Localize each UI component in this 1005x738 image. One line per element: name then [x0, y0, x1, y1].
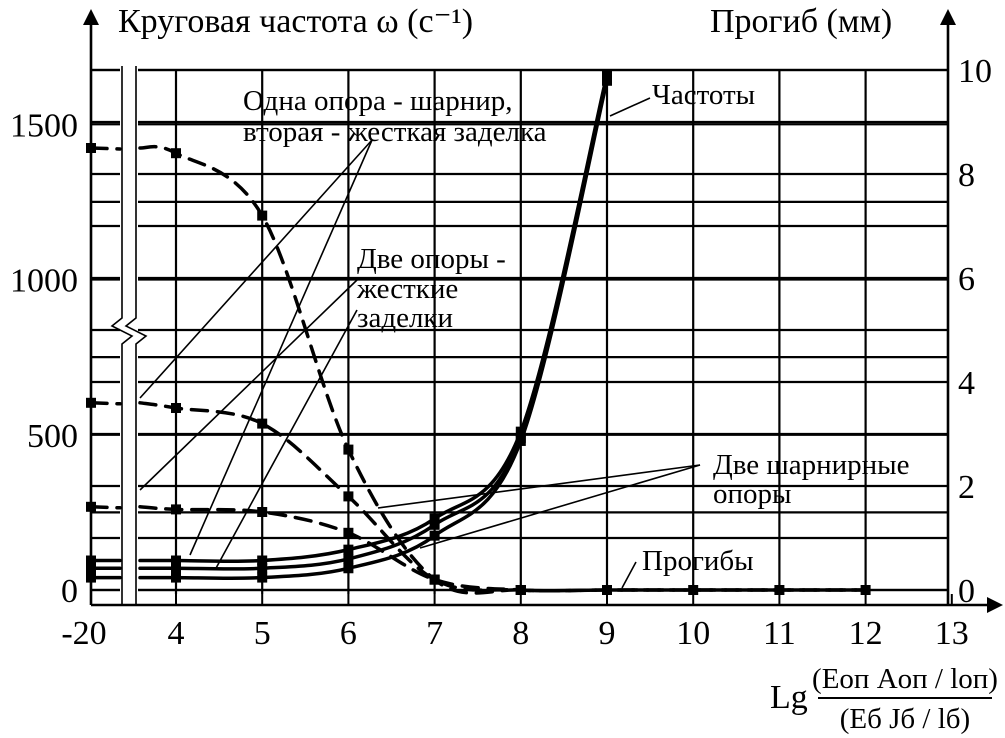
leader-hinged-freq	[419, 464, 701, 549]
leader-fixed-fixed-freq	[214, 309, 358, 571]
annotation-frequencies: Частоты	[652, 79, 755, 111]
data-point-marker	[429, 530, 440, 541]
data-point-marker	[171, 555, 181, 566]
axes	[83, 9, 1003, 613]
leader-frequencies	[609, 97, 651, 117]
data-point-marker	[860, 585, 871, 595]
x-axis-label-prefix: Lg	[770, 679, 808, 716]
x-axis-label-numerator: (Eоп Aоп / lоп)	[812, 663, 998, 695]
annotation-fixed-fixed-line1: Две опоры -	[357, 243, 506, 275]
y-left-tick-label: 0	[61, 573, 78, 610]
data-point-marker	[343, 444, 354, 455]
x-tick-label: 11	[763, 615, 796, 652]
x-tick-label: 13	[935, 615, 969, 652]
grid	[91, 68, 948, 594]
data-point-marker	[429, 574, 440, 585]
leader-hinge-fixed-freq	[189, 139, 373, 556]
axis-break-line-left	[110, 66, 134, 606]
y-right-tick-label: 8	[958, 157, 975, 194]
data-point-marker	[171, 403, 181, 413]
y-right-axis-label: Прогиб (мм)	[710, 3, 892, 40]
y-right-tick-label: 4	[958, 365, 975, 402]
data-point-marker	[257, 555, 268, 566]
series-line-6	[138, 505, 868, 593]
annotation-deflections: Прогибы	[642, 545, 754, 577]
x-axis-label: Lg (Eоп Aоп / lоп) (Eб Jб / lб)	[770, 663, 998, 735]
leader-deflections	[621, 561, 637, 589]
data-point-marker	[515, 435, 526, 446]
y-right-tick-label: 10	[958, 53, 992, 90]
data-point-marker	[257, 507, 268, 517]
data-point-marker	[774, 585, 785, 595]
data-point-marker	[257, 418, 268, 429]
y-left-tick-label: 1500	[10, 107, 78, 144]
x-tick-label: 4	[168, 615, 185, 652]
data-point-marker	[343, 527, 354, 538]
x-tick-label: 12	[849, 615, 883, 652]
data-point-marker	[171, 563, 181, 574]
series-line-3	[138, 79, 609, 581]
data-point-marker	[257, 563, 268, 574]
data-point-marker	[602, 585, 612, 595]
series-line-4	[138, 144, 868, 595]
data-point-marker	[171, 504, 181, 515]
data-point-marker	[171, 148, 181, 159]
data-point-marker	[86, 555, 96, 566]
x-tick-label: 8	[512, 615, 529, 652]
data-point-marker	[343, 553, 354, 564]
annotation-hinged-line1: Две шарнирные	[713, 449, 910, 481]
leader-fixed-fixed-deflection	[139, 279, 358, 491]
data-point-marker	[343, 544, 354, 555]
leader-hinge-fixed-deflection	[139, 139, 373, 399]
annotation-hinge-fixed-line1: Одна опора - шарнир,	[243, 85, 513, 117]
y-left-tick-label: 500	[27, 418, 78, 455]
markers-group	[86, 69, 871, 595]
data-point-marker	[515, 585, 526, 595]
y-left-tick-label: 1000	[10, 263, 78, 300]
axis-break-gap	[120, 68, 138, 606]
x-tick-label: 10	[676, 615, 710, 652]
data-point-marker	[343, 563, 354, 574]
data-point-marker	[86, 397, 96, 408]
data-point-marker	[86, 572, 96, 583]
axis-break-line-right	[124, 66, 148, 606]
data-point-marker	[515, 426, 526, 437]
data-point-marker	[429, 513, 440, 524]
y-right-tick-label: 0	[958, 573, 975, 610]
tick-labels: -20 4 5 6 7 8 9 10 11 12 13 0 500 1000 1500 0 2 4 6 8 10	[10, 53, 992, 652]
data-point-marker	[257, 572, 268, 583]
data-point-marker	[171, 572, 181, 583]
x-tick-label: -20	[61, 615, 106, 652]
series-line-2	[138, 72, 609, 564]
data-point-marker	[343, 491, 354, 502]
y-left-axis-label: Круговая частота ω (с⁻¹)	[118, 3, 473, 40]
data-point-marker	[86, 563, 96, 574]
leader-lines	[139, 97, 701, 589]
series-group	[89, 72, 868, 595]
annotation-fixed-fixed-line3: заделки	[357, 302, 453, 334]
data-point-marker	[602, 69, 612, 80]
annotation-hinged-line2: опоры	[713, 478, 792, 510]
y-right-tick-label: 6	[958, 261, 975, 298]
data-point-marker	[688, 585, 699, 595]
x-tick-label: 5	[254, 615, 271, 652]
data-point-marker	[429, 519, 440, 530]
data-point-marker	[257, 210, 268, 221]
x-tick-label: 6	[340, 615, 357, 652]
annotation-hinge-fixed-line2: вторая - жесткая заделка	[243, 116, 547, 148]
x-tick-label: 9	[599, 615, 616, 652]
data-point-marker	[86, 501, 96, 512]
y-right-tick-label: 2	[958, 469, 975, 506]
x-axis-label-denominator: (Eб Jб / lб)	[840, 703, 970, 735]
annotation-fixed-fixed-line2: жесткие	[356, 273, 458, 305]
data-point-marker	[86, 143, 96, 153]
x-tick-label: 7	[426, 615, 443, 652]
data-point-marker	[602, 75, 612, 86]
leader-hinged-deflection	[377, 464, 701, 509]
